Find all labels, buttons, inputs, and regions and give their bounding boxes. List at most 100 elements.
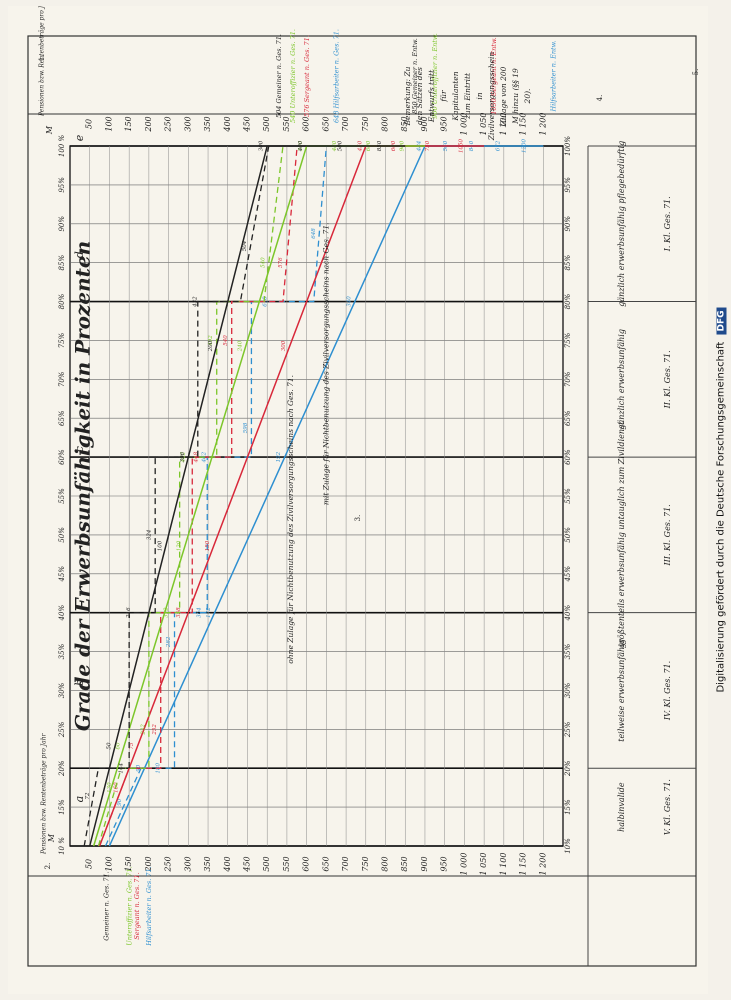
tick-label-percent: 50% [58, 527, 66, 543]
column-number: 1. [38, 55, 46, 62]
tick-label-percent-bottom: 85% [564, 255, 572, 271]
tick-label-percent-bottom: 55% [564, 488, 572, 504]
series-label-top: 504 Gemeiner n. Ges. 71. [275, 34, 283, 118]
remark-line: Zulage von 200 [499, 66, 508, 126]
tick-label-percent-bottom: 30% [564, 682, 572, 698]
tick-label-percent: 55% [58, 488, 66, 504]
tick-label-money-left: 450 [242, 856, 251, 872]
chart-title: Grade der Erwerbsunfähigkeit in Prozente… [71, 241, 95, 731]
tick-label-money-left: 400 [223, 856, 232, 872]
data-label: 312 [163, 607, 169, 618]
chart-sheet: 1. 2. 3. 4. 5. Pensionen bzw. Rentenbeträge p… [8, 6, 708, 994]
class-label: I. Kl. Ges. 71. [663, 196, 672, 252]
tick-label-percent-bottom: 40% [564, 605, 572, 622]
data-label: 172 [206, 607, 212, 618]
tick-label-money-right: 150 [124, 116, 133, 131]
class-label: III. Kl. Ges. 71. [663, 504, 672, 566]
tick-label-money-left: 100 [104, 856, 113, 871]
column-number: 4. [596, 95, 604, 102]
tick-label-percent-bottom: 70% [564, 371, 572, 387]
tick-label-money-left: 250 [164, 856, 173, 872]
tick-label-percent: 85% [58, 255, 66, 271]
tick-label-money-right: 350 [203, 116, 212, 131]
class-description: gänzlich erwerbsunfähig pflegebedürftig [617, 141, 626, 307]
data-label: 232 [140, 724, 146, 736]
series-line-unteroffizier_ges71 [97, 145, 284, 847]
tick-label-money-left: 1 050 [479, 853, 488, 876]
data-label: 192 [276, 451, 282, 462]
data-label: 90 [117, 798, 123, 805]
right-axis-header: Pensionen bzw. Rentenbeträge pro Jahr [39, 6, 46, 117]
tick-label-percent-bottom: 60% [564, 449, 572, 465]
tick-label-money-right: 1 150 [519, 113, 528, 136]
data-label: 540 [223, 335, 229, 346]
data-label: 432 [192, 296, 198, 308]
remark-line: in [475, 92, 484, 99]
tick-label-money-left: 1 200 [538, 853, 547, 876]
tick-label-percent: 70% [58, 371, 66, 387]
tick-label-percent: 75% [58, 332, 66, 348]
tick-label-money-right: 400 [223, 116, 232, 132]
remark-line: den Sätzen des [415, 67, 424, 125]
section-letter: d [73, 251, 86, 258]
series-label-bottom: Hilfsarbeiter n. Ges. 71. [145, 866, 153, 946]
tick-label-percent: 60% [58, 449, 66, 465]
section-letter: a [73, 796, 86, 803]
data-label: 130 [107, 782, 113, 793]
data-label: 396 [180, 451, 186, 462]
tick-label-money-left: 1 150 [519, 853, 528, 876]
tick-label-percent: 100 % [58, 135, 66, 158]
tick-label-percent-bottom: 75% [564, 332, 572, 348]
tick-label-percent: 90% [58, 216, 66, 232]
tick-label-money-right: 850 [400, 116, 409, 131]
tick-label-percent-bottom: 45% [564, 566, 572, 583]
class-description: gänzlich erwerbsunfähig [617, 329, 626, 430]
series-label-top: 850 Gemeiner n. Entw. [411, 38, 419, 114]
tick-label-percent: 45% [58, 566, 66, 583]
tick-label-money-right: 1 100 [499, 113, 508, 136]
tick-label-money-right: 500 [262, 116, 271, 131]
tick-label-percent-bottom: 35% [564, 643, 572, 659]
tick-label-money-left: 550 [282, 856, 291, 871]
data-label: 492 [208, 335, 214, 347]
annotation-text: mit Zulage für Nichtbenutzung des Zivilv… [321, 222, 330, 505]
dfg-logo: DFG [716, 307, 727, 335]
data-label: 216 [126, 607, 132, 619]
class-label: V. Kl. Ges. 71. [663, 779, 672, 835]
section-letter: e [73, 134, 86, 141]
tick-label-percent-bottom: 25% [564, 721, 572, 738]
tick-label-percent-bottom: 65% [564, 410, 572, 426]
tick-label-percent: 35% [58, 643, 66, 659]
series-label-top: 1050 Sergeant n. Entw. [490, 37, 498, 114]
tick-label-money-left: 750 [361, 856, 370, 871]
tick-label-percent: 15% [58, 799, 66, 815]
right-axis-unit: M [45, 125, 54, 135]
left-axis-unit: M [47, 833, 56, 843]
remark-line: Kapitulanten [451, 71, 460, 121]
tick-label-percent-bottom: 50% [564, 527, 572, 543]
section-letter: b [73, 679, 86, 686]
tick-label-money-right: 450 [242, 116, 251, 132]
series-label-top: 900 Unteroffizier n. Entw. [431, 33, 439, 119]
series-line-gemeiner_ges71 [83, 145, 270, 847]
tick-label-money-left: 150 [124, 856, 133, 871]
annotation-text: ohne Zulage für Nichtbenutzung des Zivil… [286, 375, 295, 664]
tick-label-money-right: 550 [282, 116, 291, 131]
data-label: 1200 [522, 139, 528, 153]
tick-label-money-left: 600 [302, 856, 311, 871]
tick-label-money-left: 950 [440, 856, 449, 871]
class-label: IV. Kl. Ges. 71. [663, 661, 672, 721]
tick-label-money-right: 50 [85, 119, 94, 129]
data-label: 504 [242, 240, 248, 251]
tick-label-money-right: 950 [440, 116, 449, 131]
tick-label-percent-bottom: 10% [564, 838, 572, 854]
series-label-top: 576 Sergeant n. Ges. 71. [303, 35, 311, 117]
tick-label-money-right: 200 [144, 116, 153, 132]
column-number: 3. [354, 515, 362, 522]
data-label: 618 [262, 296, 268, 307]
left-axis-header: Pensionen bzw. Rentenbeträge pro Jahr [41, 732, 48, 855]
data-label: 75 [129, 742, 135, 749]
tick-label-percent-bottom: 20% [564, 760, 572, 777]
data-label: 100 [157, 540, 163, 551]
tick-label-money-left: 1 100 [499, 853, 508, 876]
